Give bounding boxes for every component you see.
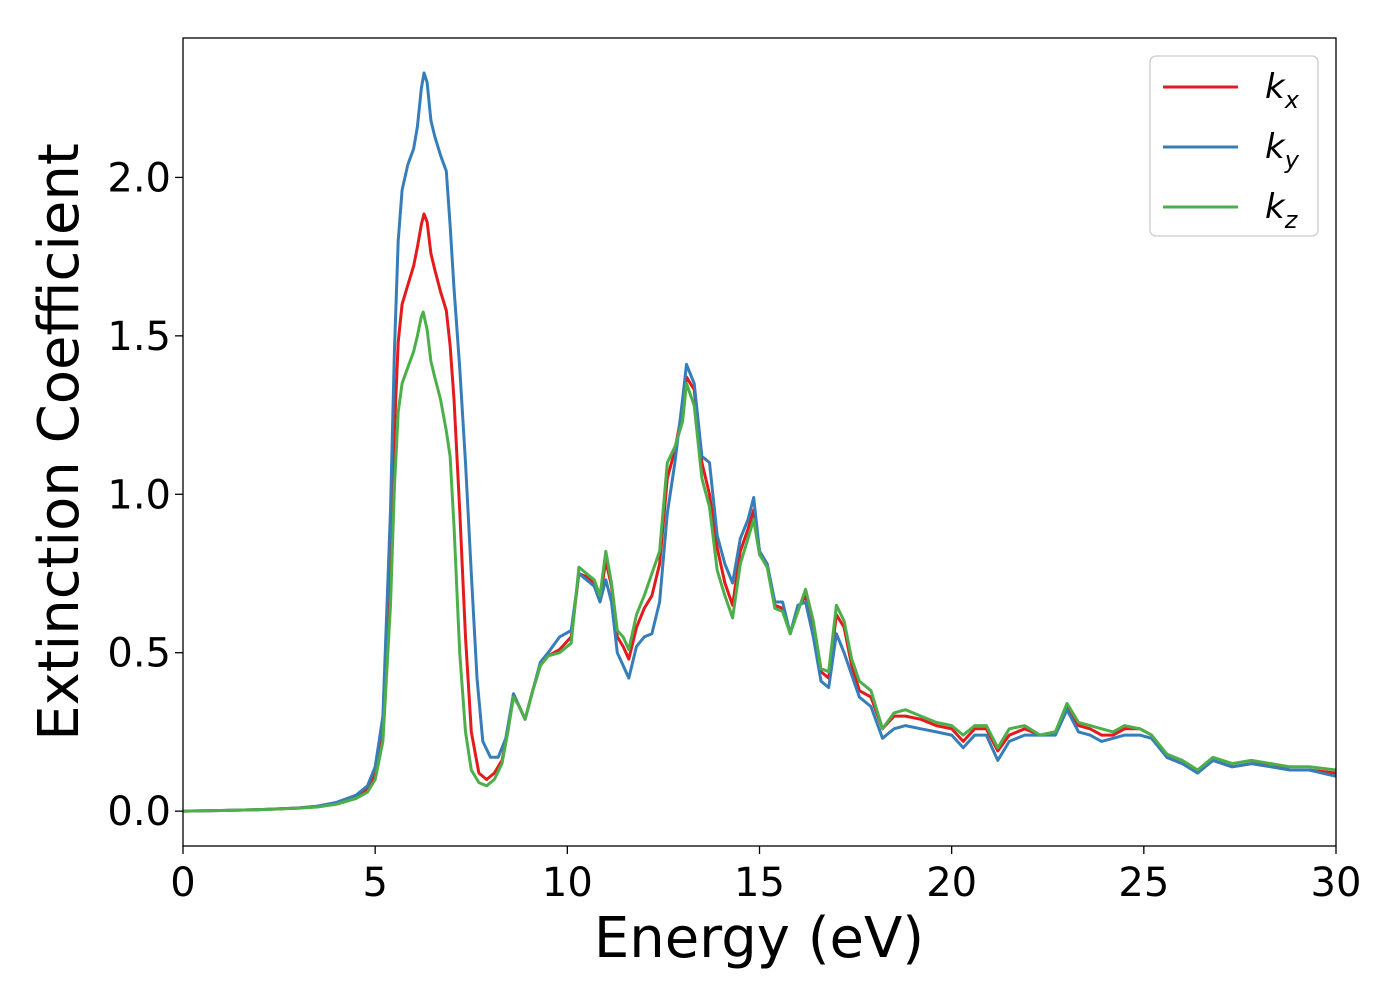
legend-entry-y: ky <box>1163 127 1300 174</box>
y-tick-label: 2.0 <box>107 155 171 201</box>
x-tick-label: 30 <box>1311 860 1362 906</box>
x-tick-label: 15 <box>734 860 785 906</box>
x-tick-label: 20 <box>926 860 977 906</box>
x-tick-label: 10 <box>542 860 593 906</box>
legend-label-sub: y <box>1284 146 1300 174</box>
x-tick-label: 0 <box>170 860 195 906</box>
y-tick-label: 0.0 <box>107 789 171 835</box>
plot-lines <box>182 71 1337 813</box>
series-line-z <box>182 310 1337 813</box>
y-axis-title: Extinction Coefficient <box>27 143 92 741</box>
legend-entry-z: kz <box>1163 187 1299 234</box>
legend-label: ky <box>1265 127 1300 174</box>
y-tick-label: 0.5 <box>107 631 171 677</box>
series-line-x <box>182 212 1337 813</box>
x-tick-label: 5 <box>362 860 387 906</box>
x-axis-title: Energy (eV) <box>594 906 924 971</box>
legend-label-sub: x <box>1284 86 1300 114</box>
y-tick-label: 1.0 <box>107 472 171 518</box>
legend-label: kz <box>1265 187 1299 234</box>
x-tick-label: 25 <box>1118 860 1169 906</box>
legend-label-sub: z <box>1284 206 1299 234</box>
legend-entry-x: kx <box>1163 67 1300 114</box>
x-axis-ticks: 0 5 10 15 20 25 30 <box>170 846 1361 906</box>
y-tick-label: 1.5 <box>107 314 171 360</box>
legend-label-main: k <box>1265 187 1286 227</box>
legend-label: kx <box>1265 67 1300 114</box>
legend-label-main: k <box>1265 127 1286 167</box>
legend-label-main: k <box>1265 67 1286 107</box>
y-axis-ticks: 0.0 0.5 1.0 1.5 2.0 <box>107 155 183 835</box>
